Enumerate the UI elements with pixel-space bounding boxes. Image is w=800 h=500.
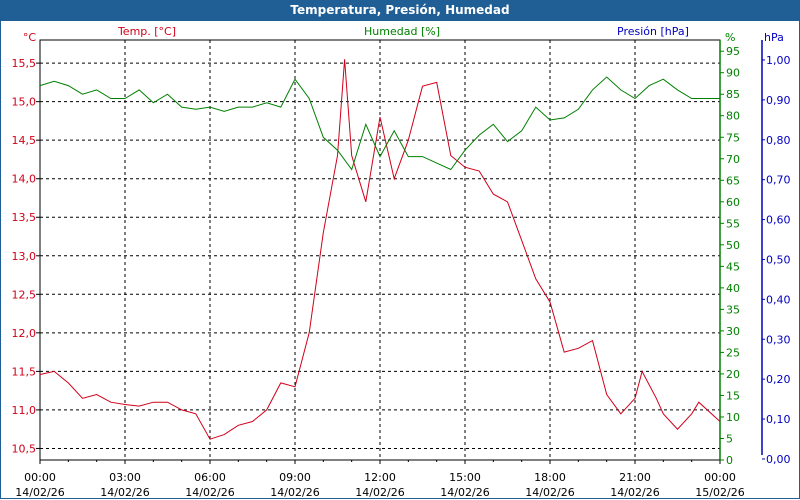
humidity-unit: % [725, 31, 735, 44]
humidity-tick-label: 90 [726, 67, 740, 80]
humidity-tick-label: 30 [726, 325, 740, 338]
humidity-tick-label: 50 [726, 239, 740, 252]
temp-tick-label: 13,5 [12, 211, 37, 224]
x-tick-time: 15:00 [449, 471, 481, 484]
humidity-tick-label: 25 [726, 346, 740, 359]
humidity-tick-label: 15 [726, 389, 740, 402]
pressure-tick-label: 0,40 [766, 293, 791, 306]
humidity-tick-label: 0 [726, 454, 733, 467]
humidity-line [39, 76, 720, 171]
humidity-tick-label: 10 [726, 411, 740, 424]
x-tick-time: 09:00 [279, 471, 311, 484]
temp-tick-label: 11,0 [12, 404, 37, 417]
humidity-tick-label: 85 [726, 88, 740, 101]
pressure-tick-label: 1,00 [766, 54, 791, 67]
x-tick-time: 18:00 [534, 471, 566, 484]
x-tick-date: 14/02/26 [525, 486, 574, 499]
pressure-tick-label: 0,30 [766, 333, 791, 346]
x-tick-date: 14/02/26 [100, 486, 149, 499]
temp-unit: °C [23, 31, 37, 44]
humidity-tick-label: 55 [726, 217, 740, 230]
x-tick-date: 14/02/26 [610, 486, 659, 499]
pressure-tick-label: 0,80 [766, 134, 791, 147]
x-tick-time: 00:00 [24, 471, 56, 484]
humidity-tick-label: 70 [726, 153, 740, 166]
pressure-tick-label: 0,70 [766, 174, 791, 187]
x-tick-date: 14/02/26 [270, 486, 319, 499]
legend-temp: Temp. [°C] [117, 25, 176, 38]
legend-pressure: Presión [hPa] [617, 25, 689, 38]
humidity-tick-label: 75 [726, 131, 740, 144]
temp-tick-label: 13,0 [12, 250, 37, 263]
pressure-tick-label: 0,50 [766, 253, 791, 266]
humidity-tick-label: 35 [726, 303, 740, 316]
pressure-tick-label: 0,00 [766, 453, 791, 466]
legend-humidity: Humedad [%] [364, 25, 440, 38]
humidity-tick-label: 20 [726, 368, 740, 381]
pressure-unit: hPa [764, 31, 784, 44]
humidity-tick-label: 80 [726, 110, 740, 123]
x-tick-time: 00:00 [704, 471, 736, 484]
temp-tick-label: 10,5 [12, 442, 37, 455]
x-tick-date: 14/02/26 [355, 486, 404, 499]
humidity-tick-label: 65 [726, 174, 740, 187]
humidity-tick-label: 60 [726, 196, 740, 209]
x-tick-date: 14/02/26 [15, 486, 64, 499]
temp-tick-label: 14,5 [12, 134, 37, 147]
x-tick-date: 15/02/26 [695, 486, 744, 499]
temp-tick-label: 12,0 [12, 327, 37, 340]
temperature-line [39, 59, 721, 440]
x-tick-time: 03:00 [109, 471, 141, 484]
temp-tick-label: 15,0 [12, 96, 37, 109]
chart-title: Temperatura, Presión, Humedad [0, 0, 800, 21]
pressure-tick-label: 0,20 [766, 373, 791, 386]
temp-tick-label: 15,5 [12, 57, 37, 70]
humidity-tick-label: 45 [726, 260, 740, 273]
x-tick-date: 14/02/26 [185, 486, 234, 499]
pressure-tick-label: 0,10 [766, 413, 791, 426]
temp-tick-label: 11,5 [12, 365, 37, 378]
humidity-tick-label: 95 [726, 45, 740, 58]
pressure-tick-label: 0,60 [766, 214, 791, 227]
pressure-tick-label: 0,90 [766, 94, 791, 107]
x-tick-time: 21:00 [619, 471, 651, 484]
x-tick-time: 12:00 [364, 471, 396, 484]
x-tick-date: 14/02/26 [440, 486, 489, 499]
x-tick-time: 06:00 [194, 471, 226, 484]
temp-tick-label: 14,0 [12, 173, 37, 186]
humidity-tick-label: 5 [726, 432, 733, 445]
temp-tick-label: 12,5 [12, 288, 37, 301]
humidity-tick-label: 40 [726, 282, 740, 295]
